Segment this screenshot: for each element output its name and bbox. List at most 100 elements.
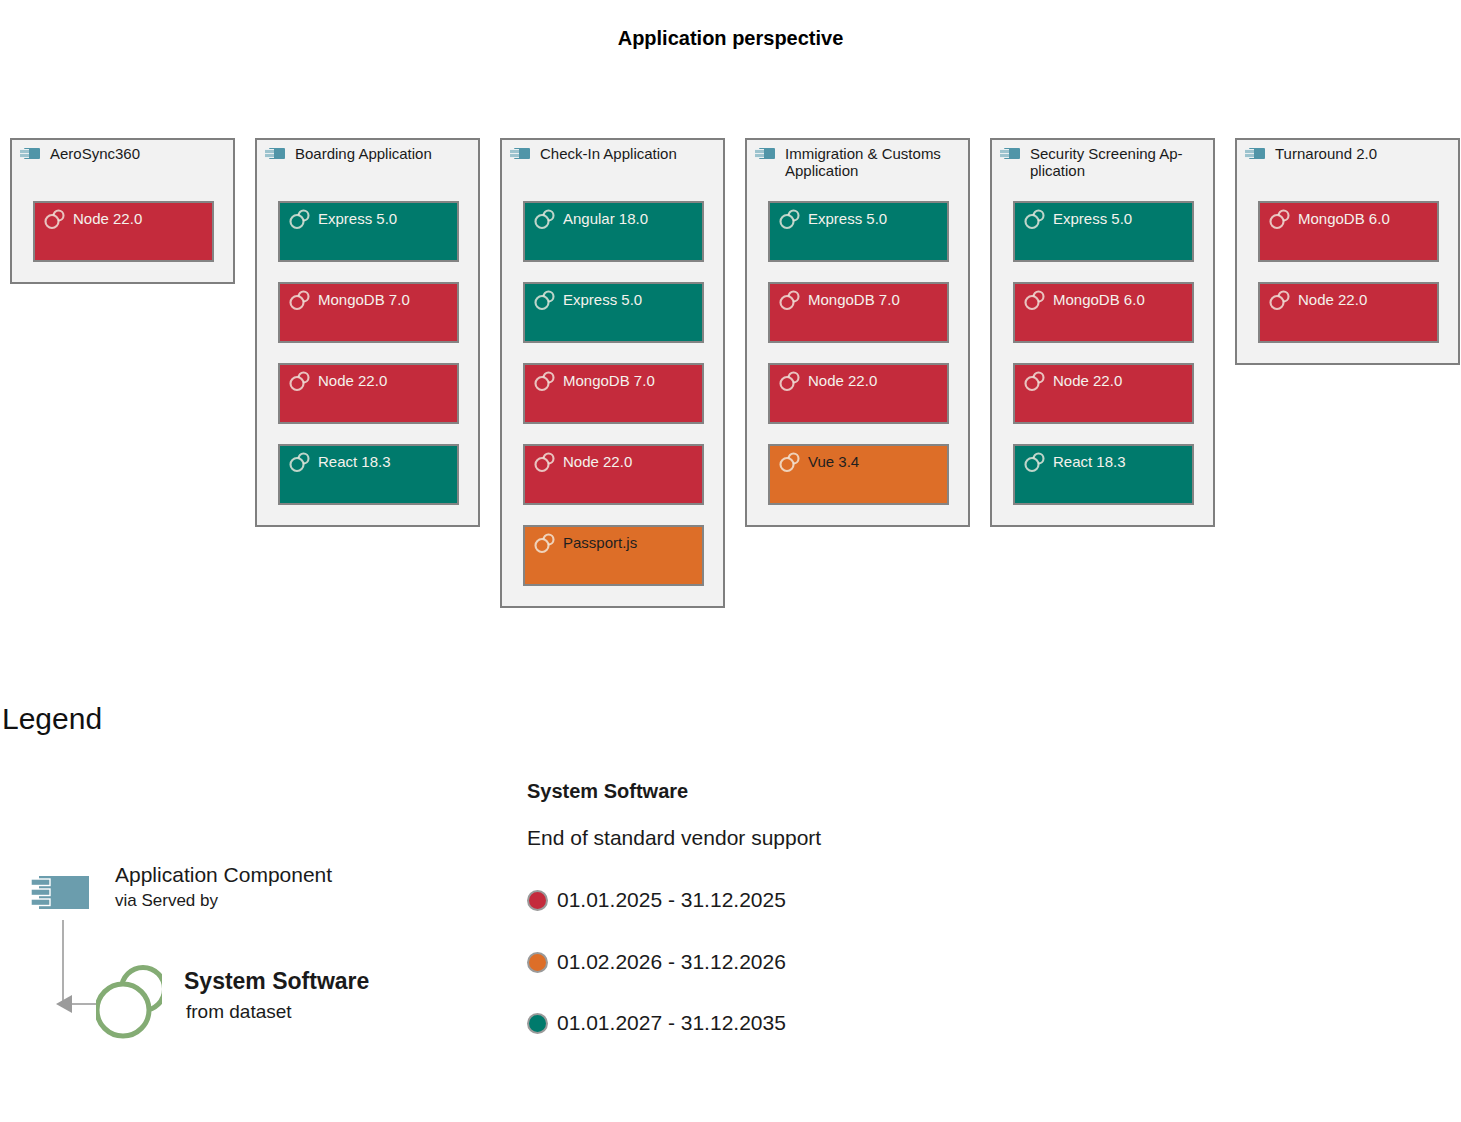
system-software-box[interactable]: Express 5.0: [278, 201, 459, 262]
app-card-header: Immigration & Customs Application: [747, 140, 968, 201]
system-software-icon: [1269, 289, 1291, 311]
legend-entry-label: 01.01.2025 - 31.12.2025: [557, 888, 786, 912]
system-software-label: Node 22.0: [73, 210, 142, 227]
system-software-label: React 18.3: [1053, 453, 1126, 470]
system-software-label: Node 22.0: [1053, 372, 1122, 389]
legend-system-software-label: System Software: [184, 968, 369, 995]
system-software-icon: [44, 208, 66, 230]
app-card-header: Boarding Application: [257, 140, 478, 201]
system-software-box[interactable]: Node 22.0: [768, 363, 949, 424]
app-card-header: Security Screening Ap­plication: [992, 140, 1213, 201]
app-card-turnaround-2-0[interactable]: Turnaround 2.0 MongoDB 6.0 Node 22.0: [1235, 138, 1460, 365]
application-component-icon: [1004, 148, 1020, 159]
system-software-box[interactable]: Node 22.0: [1258, 282, 1439, 343]
system-software-label: Node 22.0: [563, 453, 632, 470]
system-software-box[interactable]: Vue 3.4: [768, 444, 949, 505]
app-card-aerosync360[interactable]: AeroSync360 Node 22.0: [10, 138, 235, 284]
system-software-label: React 18.3: [318, 453, 391, 470]
legend-heading: Legend: [2, 702, 102, 736]
applications-row: AeroSync360 Node 22.0 Boarding Applicati…: [10, 138, 1460, 608]
system-software-icon: [1269, 208, 1291, 230]
system-software-box[interactable]: Express 5.0: [768, 201, 949, 262]
system-software-label: Passport.js: [563, 534, 637, 551]
served-by-arrow: [50, 916, 100, 1014]
system-software-box[interactable]: React 18.3: [1013, 444, 1194, 505]
legend-key-subtitle: End of standard vendor support: [527, 826, 821, 850]
legend-entry: 01.02.2026 - 31.12.2026: [527, 950, 786, 974]
system-software-box[interactable]: Passport.js: [523, 525, 704, 586]
system-software-box[interactable]: MongoDB 7.0: [278, 282, 459, 343]
system-software-box[interactable]: React 18.3: [278, 444, 459, 505]
legend-entry-label: 01.02.2026 - 31.12.2026: [557, 950, 786, 974]
system-software-label: MongoDB 7.0: [563, 372, 655, 389]
legend-entry-label: 01.01.2027 - 31.12.2035: [557, 1011, 786, 1035]
app-title: Check-In Application: [540, 145, 677, 162]
system-software-label: Angular 18.0: [563, 210, 648, 227]
system-software-box[interactable]: Angular 18.0: [523, 201, 704, 262]
system-software-icon: [534, 370, 556, 392]
app-title: Turnaround 2.0: [1275, 145, 1377, 162]
app-card-immigration-customs-application[interactable]: Immigration & Customs Application Expres…: [745, 138, 970, 527]
system-software-icon: [534, 208, 556, 230]
system-software-box[interactable]: Node 22.0: [1013, 363, 1194, 424]
system-software-box[interactable]: Node 22.0: [278, 363, 459, 424]
system-software-icon: [96, 960, 162, 1042]
system-software-box[interactable]: Express 5.0: [523, 282, 704, 343]
system-software-icon: [779, 289, 801, 311]
system-software-label: Node 22.0: [808, 372, 877, 389]
app-title: Security Screening Ap­plication: [1030, 145, 1202, 179]
system-software-icon: [289, 370, 311, 392]
legend-entry: 01.01.2025 - 31.12.2025: [527, 888, 786, 912]
system-software-label: MongoDB 7.0: [808, 291, 900, 308]
system-software-box[interactable]: MongoDB 6.0: [1258, 201, 1439, 262]
system-software-icon: [1024, 370, 1046, 392]
app-title: Boarding Application: [295, 145, 432, 162]
app-card-header: AeroSync360: [12, 140, 233, 201]
system-software-label: Express 5.0: [563, 291, 642, 308]
app-card-header: Check-In Application: [502, 140, 723, 201]
app-title: Immigration & Customs Application: [785, 145, 957, 179]
system-software-box[interactable]: MongoDB 7.0: [768, 282, 949, 343]
legend-entry: 01.01.2027 - 31.12.2035: [527, 1011, 786, 1035]
legend-from-dataset-label: from dataset: [186, 1001, 292, 1023]
system-software-icon: [289, 289, 311, 311]
system-software-icon: [534, 451, 556, 473]
system-software-box[interactable]: MongoDB 7.0: [523, 363, 704, 424]
application-component-icon: [759, 148, 775, 159]
application-perspective-report: Application perspective AeroSync360 Node…: [0, 0, 1461, 1122]
system-software-label: Express 5.0: [318, 210, 397, 227]
status-dot: [527, 1013, 548, 1034]
system-software-icon: [289, 451, 311, 473]
application-component-icon: [269, 148, 285, 159]
system-software-label: Express 5.0: [1053, 210, 1132, 227]
legend-key-title: System Software: [527, 780, 688, 803]
system-software-icon: [779, 208, 801, 230]
system-software-icon: [779, 370, 801, 392]
system-software-box[interactable]: Node 22.0: [523, 444, 704, 505]
application-component-icon: [514, 148, 530, 159]
legend-application-component-label: Application Component: [115, 863, 332, 887]
system-software-icon: [534, 532, 556, 554]
system-software-label: MongoDB 6.0: [1053, 291, 1145, 308]
application-component-icon: [31, 874, 91, 912]
system-software-box[interactable]: Node 22.0: [33, 201, 214, 262]
status-dot: [527, 890, 548, 911]
system-software-label: Vue 3.4: [808, 453, 859, 470]
system-software-label: MongoDB 7.0: [318, 291, 410, 308]
app-card-header: Turnaround 2.0: [1237, 140, 1458, 201]
system-software-label: Node 22.0: [1298, 291, 1367, 308]
app-title: AeroSync360: [50, 145, 140, 162]
system-software-box[interactable]: Express 5.0: [1013, 201, 1194, 262]
system-software-label: Node 22.0: [318, 372, 387, 389]
application-component-icon: [1249, 148, 1265, 159]
system-software-box[interactable]: MongoDB 6.0: [1013, 282, 1194, 343]
app-card-boarding-application[interactable]: Boarding Application Express 5.0 MongoDB…: [255, 138, 480, 527]
page-title: Application perspective: [0, 27, 1461, 50]
system-software-label: MongoDB 6.0: [1298, 210, 1390, 227]
system-software-icon: [779, 451, 801, 473]
app-card-security-screening-application[interactable]: Security Screening Ap­plication Express …: [990, 138, 1215, 527]
app-card-check-in-application[interactable]: Check-In Application Angular 18.0 Expres…: [500, 138, 725, 608]
status-dot: [527, 952, 548, 973]
system-software-icon: [289, 208, 311, 230]
legend-via-served-by-label: via Served by: [115, 891, 218, 911]
